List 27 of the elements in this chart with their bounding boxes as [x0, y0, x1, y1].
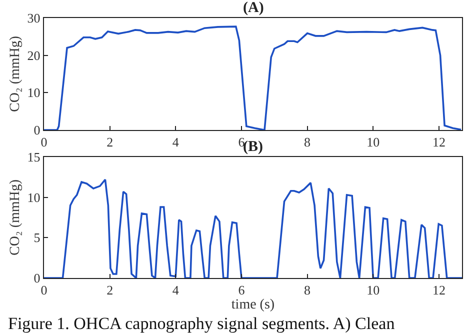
- chart-title: (B): [243, 139, 263, 155]
- x-tick-label: 10: [366, 282, 380, 298]
- y-tick-label: 10: [27, 85, 40, 100]
- x-tick-label: 8: [304, 134, 311, 150]
- x-axis-title: time (s): [231, 298, 275, 313]
- x-tick-label: 8: [304, 282, 311, 298]
- x-tick-label: 12: [432, 134, 446, 150]
- x-tick-label: 4: [172, 134, 180, 150]
- x-tick-label: 6: [238, 282, 246, 298]
- y-tick-label: 30: [27, 10, 40, 26]
- y-axis-title: CO₂ (mmHg): [8, 179, 23, 256]
- y-axis-title: CO₂ (mmHg): [8, 36, 23, 112]
- x-tick-label: 2: [106, 282, 114, 298]
- caption: Figure 1. OHCA capnography signal segments. A) Clean: [8, 314, 396, 333]
- x-tick-label: 12: [432, 282, 446, 298]
- chart-title: (A): [243, 0, 264, 16]
- x-tick-label: 10: [366, 134, 380, 150]
- y-tick-label: 20: [27, 48, 40, 63]
- line-series: [44, 178, 462, 278]
- x-tick-label: 2: [106, 134, 114, 150]
- y-tick-label: 15: [27, 150, 40, 165]
- y-tick-label: 0: [34, 122, 40, 138]
- line-series: [44, 26, 462, 130]
- y-tick-label: 0: [34, 270, 40, 286]
- y-tick-label: 10: [27, 190, 40, 205]
- y-tick-label: 5: [34, 230, 40, 246]
- x-tick-label: 4: [172, 282, 180, 298]
